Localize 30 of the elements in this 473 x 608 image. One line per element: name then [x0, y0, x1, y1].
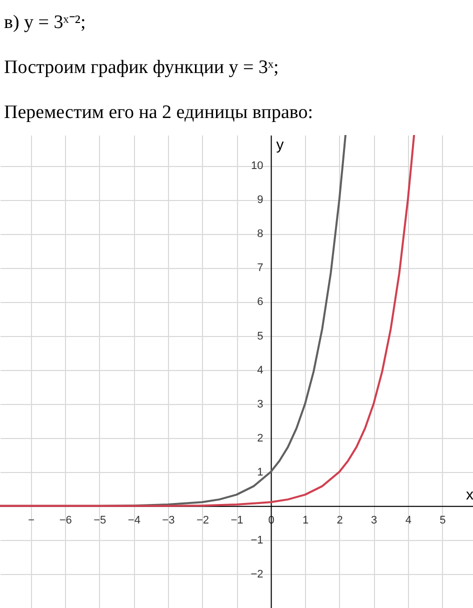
y-tick-label: 7 — [257, 262, 264, 274]
line-series — [0, 135, 416, 507]
x-tick-label: 3 — [371, 514, 378, 526]
y-tick-label: 10 — [251, 160, 264, 172]
y-tick-label: 8 — [257, 228, 264, 240]
x-tick-label: 4 — [405, 514, 412, 526]
x-tick-label: − — [28, 514, 35, 526]
x-tick-label: 2 — [336, 514, 343, 526]
text: Переместим его на 2 единицы вправо: — [3, 101, 314, 125]
chart-subtitle: Построим график функции y = 3ˣ; — [3, 56, 280, 80]
x-tick-label: −3 — [162, 514, 175, 526]
x-tick-label: −1 — [230, 514, 244, 526]
x-tick-label: −5 — [94, 514, 106, 526]
y-tick-label: −1 — [250, 534, 264, 546]
y-tick-label: −2 — [250, 568, 264, 580]
y-tick-label: 9 — [257, 194, 264, 206]
y-tick-label: 2 — [257, 432, 264, 444]
x-tick-label: 5 — [440, 514, 446, 526]
y-tick-label: 1 — [257, 466, 264, 478]
x-tick-label: −4 — [128, 514, 140, 526]
y-axis-title: y — [276, 136, 284, 154]
x-tick-label: −6 — [59, 514, 72, 526]
y-tick-label: 5 — [257, 330, 264, 342]
chart-title: в) y = 3ˣ⁻²; — [3, 11, 87, 35]
y-tick-label: 6 — [257, 296, 264, 308]
x-tick-label: 1 — [302, 514, 309, 526]
y-tick-label: 4 — [257, 364, 264, 376]
y-tick-label: 3 — [257, 398, 264, 410]
x-tick-label: −2 — [196, 514, 209, 526]
x-axis-title: x — [466, 486, 473, 504]
